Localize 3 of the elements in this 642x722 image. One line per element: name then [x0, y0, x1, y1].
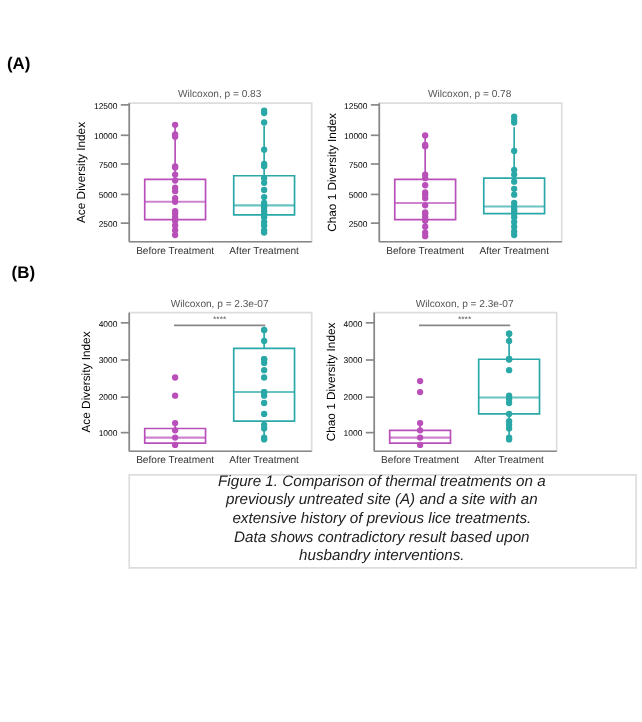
chart-title: (B) — [11, 262, 36, 283]
caption: Figure 1. Comparison of thermal treatments on a previously untreated site (A) and a site with an extensive history of previous lice treatments. Data shows contradictory result based upon husbandry interventions. — [218, 471, 546, 565]
chart-title: (A) — [6, 52, 31, 73]
